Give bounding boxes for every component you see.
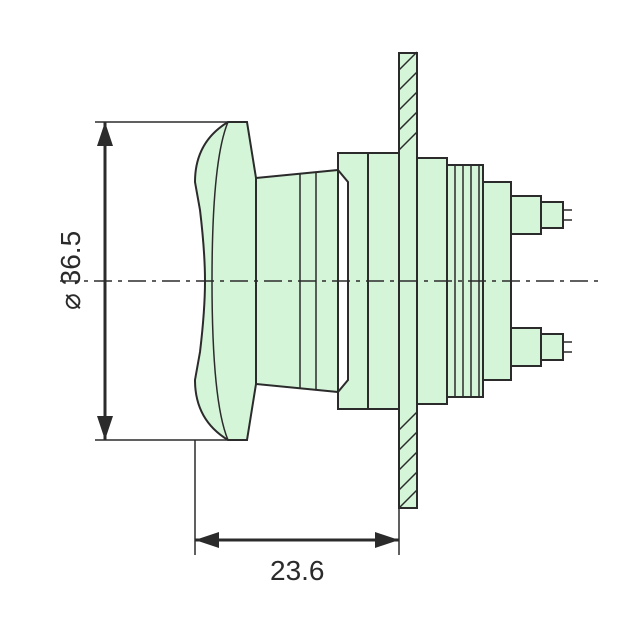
dim-diameter-label: ⌀ 36.5 [55, 231, 86, 310]
dim-depth: 23.6 [195, 440, 399, 586]
tech-drawing: ⌀ 36.5 23.6 [0, 0, 640, 640]
terminal-bot [511, 328, 572, 366]
terminal-top [511, 196, 572, 234]
rear-collar [417, 158, 511, 404]
dim-depth-label: 23.6 [270, 555, 325, 586]
